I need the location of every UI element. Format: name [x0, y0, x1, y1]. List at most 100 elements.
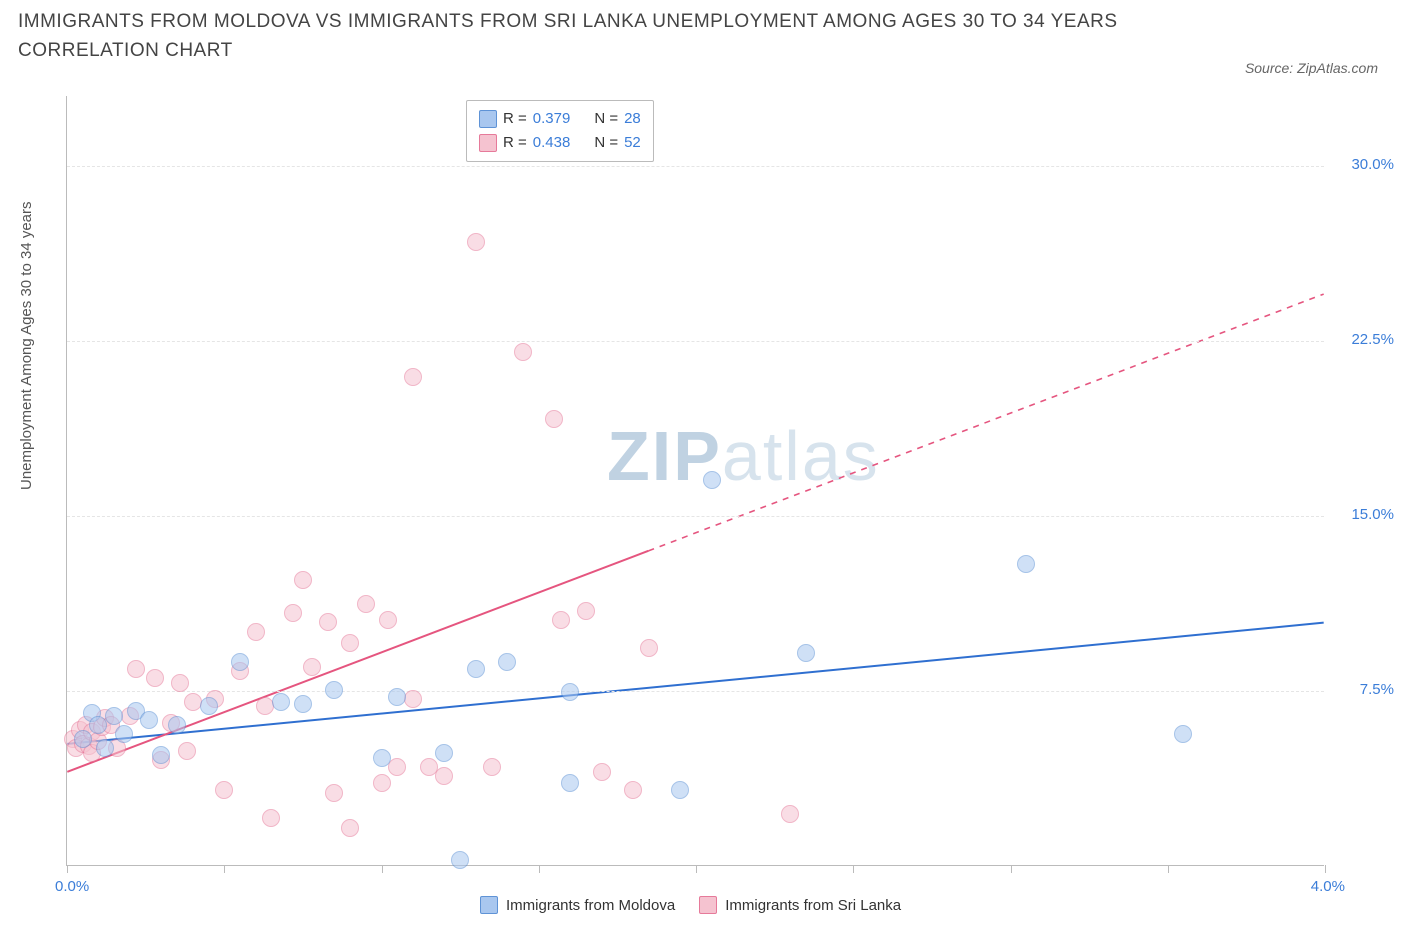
- data-point: [561, 683, 579, 701]
- gridline: [67, 691, 1324, 692]
- legend-series: Immigrants from Moldova Immigrants from S…: [480, 896, 901, 914]
- legend-r-label: R =: [503, 131, 527, 155]
- data-point: [577, 602, 595, 620]
- trend-line-solid: [67, 623, 1323, 744]
- data-point: [379, 611, 397, 629]
- legend-series-item: Immigrants from Sri Lanka: [699, 896, 901, 914]
- data-point: [319, 613, 337, 631]
- legend-swatch: [699, 896, 717, 914]
- legend-swatch: [480, 896, 498, 914]
- legend-series-label: Immigrants from Moldova: [506, 897, 675, 914]
- y-tick-label: 15.0%: [1334, 506, 1394, 523]
- legend-n-value: 28: [624, 107, 641, 131]
- data-point: [593, 763, 611, 781]
- data-point: [200, 697, 218, 715]
- legend-r-label: R =: [503, 107, 527, 131]
- data-point: [178, 742, 196, 760]
- y-tick-label: 7.5%: [1334, 681, 1394, 698]
- data-point: [435, 767, 453, 785]
- gridline: [67, 166, 1324, 167]
- data-point: [96, 739, 114, 757]
- x-tick: [1325, 865, 1326, 873]
- plot-area: ZIPatlas 7.5%15.0%22.5%30.0%0.0%4.0%: [66, 96, 1324, 866]
- x-tick: [853, 865, 854, 873]
- x-tick: [382, 865, 383, 873]
- y-axis-label: Unemployment Among Ages 30 to 34 years: [18, 201, 35, 490]
- legend-stats-row: R =0.438 N =52: [479, 131, 641, 155]
- watermark-atlas: atlas: [722, 417, 880, 495]
- data-point: [483, 758, 501, 776]
- data-point: [303, 658, 321, 676]
- data-point: [498, 653, 516, 671]
- data-point: [797, 644, 815, 662]
- data-point: [341, 634, 359, 652]
- data-point: [404, 690, 422, 708]
- legend-stats-row: R =0.379 N =28: [479, 107, 641, 131]
- data-point: [467, 660, 485, 678]
- legend-series-label: Immigrants from Sri Lanka: [725, 897, 901, 914]
- trend-lines: [67, 96, 1324, 865]
- data-point: [451, 851, 469, 869]
- data-point: [467, 233, 485, 251]
- data-point: [435, 744, 453, 762]
- data-point: [373, 749, 391, 767]
- legend-n-value: 52: [624, 131, 641, 155]
- x-tick: [696, 865, 697, 873]
- data-point: [272, 693, 290, 711]
- data-point: [514, 343, 532, 361]
- data-point: [545, 410, 563, 428]
- data-point: [140, 711, 158, 729]
- legend-swatch: [479, 134, 497, 152]
- x-tick: [1168, 865, 1169, 873]
- data-point: [247, 623, 265, 641]
- data-point: [1017, 555, 1035, 573]
- chart-title: IMMIGRANTS FROM MOLDOVA VS IMMIGRANTS FR…: [18, 8, 1206, 65]
- data-point: [341, 819, 359, 837]
- data-point: [231, 653, 249, 671]
- data-point: [624, 781, 642, 799]
- data-point: [152, 746, 170, 764]
- data-point: [1174, 725, 1192, 743]
- watermark: ZIPatlas: [607, 416, 880, 496]
- legend-n-label: N =: [594, 131, 618, 155]
- data-point: [781, 805, 799, 823]
- data-point: [404, 368, 422, 386]
- data-point: [171, 674, 189, 692]
- data-point: [703, 471, 721, 489]
- trend-line-solid: [67, 551, 648, 772]
- data-point: [561, 774, 579, 792]
- data-point: [74, 730, 92, 748]
- data-point: [146, 669, 164, 687]
- x-tick-label: 4.0%: [1285, 878, 1345, 895]
- data-point: [388, 688, 406, 706]
- x-tick: [1011, 865, 1012, 873]
- x-tick: [67, 865, 68, 873]
- data-point: [373, 774, 391, 792]
- x-tick-label: 0.0%: [55, 878, 89, 895]
- data-point: [215, 781, 233, 799]
- x-tick: [224, 865, 225, 873]
- data-point: [262, 809, 280, 827]
- data-point: [127, 660, 145, 678]
- data-point: [168, 716, 186, 734]
- gridline: [67, 341, 1324, 342]
- gridline: [67, 516, 1324, 517]
- y-tick-label: 30.0%: [1334, 156, 1394, 173]
- data-point: [640, 639, 658, 657]
- data-point: [115, 725, 133, 743]
- data-point: [105, 707, 123, 725]
- y-tick-label: 22.5%: [1334, 331, 1394, 348]
- legend-r-value: 0.438: [533, 131, 571, 155]
- legend-swatch: [479, 110, 497, 128]
- data-point: [284, 604, 302, 622]
- source-label: Source: ZipAtlas.com: [1245, 60, 1378, 76]
- data-point: [294, 571, 312, 589]
- data-point: [671, 781, 689, 799]
- data-point: [294, 695, 312, 713]
- legend-n-label: N =: [594, 107, 618, 131]
- data-point: [357, 595, 375, 613]
- legend-stats: R =0.379 N =28 R =0.438 N =52: [466, 100, 654, 162]
- data-point: [325, 681, 343, 699]
- data-point: [388, 758, 406, 776]
- legend-r-value: 0.379: [533, 107, 571, 131]
